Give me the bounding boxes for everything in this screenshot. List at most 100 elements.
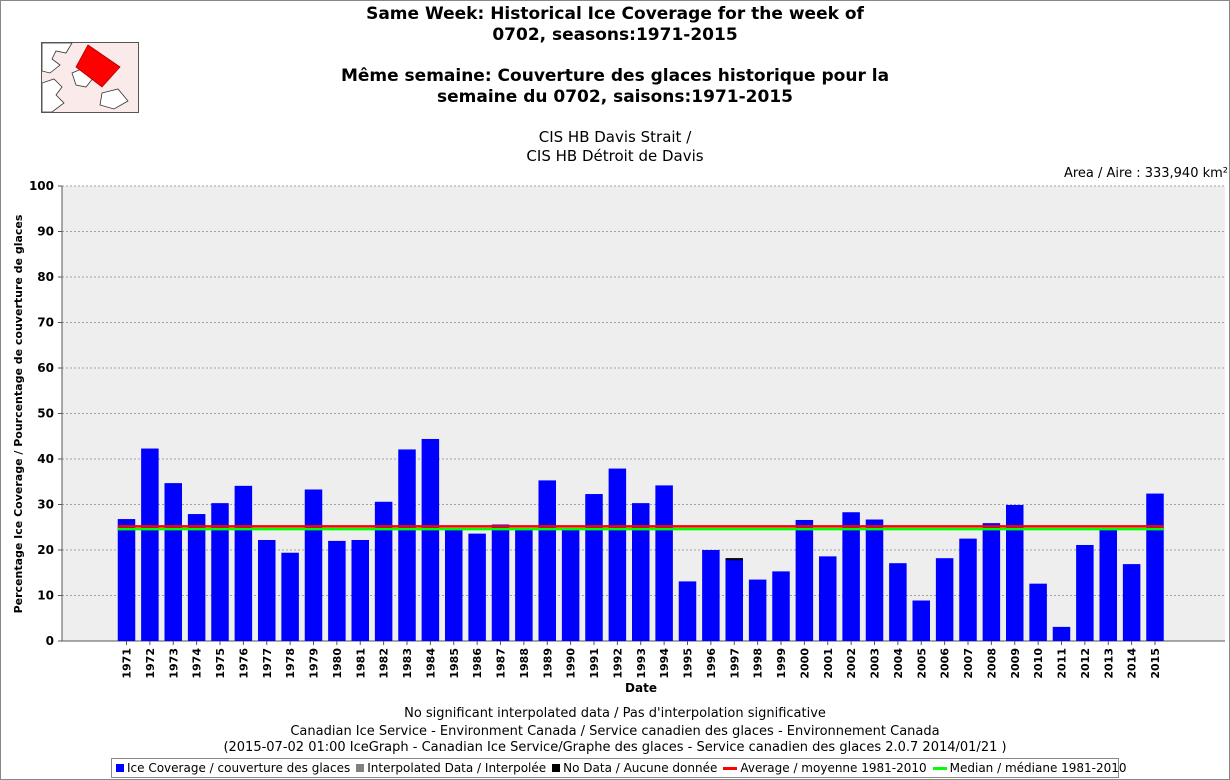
area-label: Area / Aire : 333,940 km² bbox=[1063, 166, 1228, 181]
x-axis: 1971 1972 1973 1974 1975 1976 1977 1978 1979 1980… bbox=[121, 641, 1162, 679]
no-data-marker bbox=[725, 558, 743, 561]
legend-item: Average / moyenne 1981-2010 bbox=[723, 761, 927, 775]
x-tick-label: 1974 bbox=[191, 648, 204, 679]
x-tick-label: 1995 bbox=[682, 648, 695, 679]
x-tick-label: 1991 bbox=[588, 648, 601, 679]
bar bbox=[281, 552, 299, 641]
x-tick-label: 1997 bbox=[728, 648, 741, 679]
bar bbox=[234, 485, 253, 641]
bar bbox=[561, 529, 580, 641]
bar bbox=[515, 528, 533, 641]
y-tick-label: 100 bbox=[29, 179, 54, 193]
bar bbox=[328, 540, 346, 641]
x-tick-label: 2000 bbox=[798, 648, 811, 679]
y-axis-label: Percentage Ice Coverage / Pourcentage de… bbox=[12, 214, 25, 613]
title-en-line2: 0702, seasons:1971-2015 bbox=[492, 25, 738, 45]
x-tick-label: 2011 bbox=[1056, 648, 1069, 679]
bar bbox=[842, 512, 860, 641]
title-fr-line1: Même semaine: Couverture des glaces hist… bbox=[340, 66, 890, 86]
x-tick-label: 2006 bbox=[939, 648, 952, 679]
reference-lines bbox=[117, 525, 1164, 531]
bar bbox=[187, 514, 206, 641]
x-tick-label: 2007 bbox=[962, 648, 975, 679]
x-tick-label: 1989 bbox=[541, 648, 554, 679]
bar bbox=[304, 489, 323, 641]
y-tick-label: 70 bbox=[37, 316, 54, 330]
y-tick-label: 20 bbox=[37, 543, 54, 557]
x-tick-label: 2008 bbox=[985, 648, 998, 679]
x-tick-label: 1978 bbox=[284, 648, 297, 679]
x-tick-label: 2004 bbox=[892, 648, 905, 679]
legend-box-swatch bbox=[356, 764, 365, 772]
x-tick-label: 1976 bbox=[237, 648, 250, 679]
x-tick-label: 1987 bbox=[495, 648, 508, 679]
x-tick-label: 1986 bbox=[471, 648, 484, 679]
x-tick-label: 1996 bbox=[705, 648, 718, 679]
x-tick-label: 2013 bbox=[1102, 648, 1115, 679]
bar bbox=[1146, 493, 1164, 641]
legend-item: No Data / Aucune donnée bbox=[552, 761, 717, 775]
bar bbox=[655, 485, 673, 641]
bar bbox=[421, 438, 440, 641]
bar bbox=[795, 519, 814, 641]
x-tick-label: 1992 bbox=[611, 648, 624, 679]
x-tick-label: 1973 bbox=[167, 648, 180, 679]
bar bbox=[608, 468, 627, 641]
legend-label: Interpolated Data / Interpolée bbox=[367, 761, 547, 775]
x-tick-label: 1981 bbox=[354, 648, 367, 679]
bar bbox=[982, 523, 1001, 641]
region-map-icon bbox=[42, 43, 129, 112]
bars bbox=[117, 438, 1164, 641]
bar bbox=[258, 539, 276, 641]
y-tick-label: 0 bbox=[46, 634, 54, 648]
title-fr-line2: semaine du 0702, saisons:1971-2015 bbox=[436, 87, 793, 107]
bar bbox=[959, 538, 977, 641]
legend-line-swatch bbox=[723, 766, 738, 770]
bar bbox=[1099, 529, 1117, 641]
bar bbox=[889, 563, 907, 641]
x-tick-label: 2003 bbox=[869, 648, 882, 679]
x-tick-label: 2002 bbox=[845, 648, 858, 679]
bar bbox=[678, 581, 697, 641]
x-tick-label: 1999 bbox=[775, 648, 788, 679]
legend-box-swatch bbox=[552, 764, 561, 772]
x-tick-label: 1982 bbox=[378, 648, 391, 679]
x-tick-label: 1994 bbox=[658, 648, 671, 679]
title-en-line1: Same Week: Historical Ice Coverage for t… bbox=[366, 4, 864, 24]
x-tick-label: 1975 bbox=[214, 648, 227, 679]
legend-box-swatch bbox=[116, 764, 124, 772]
legend-item: Interpolated Data / Interpolée bbox=[356, 761, 546, 775]
x-tick-label: 2009 bbox=[1009, 648, 1022, 679]
x-tick-label: 1980 bbox=[331, 648, 344, 679]
x-tick-label: 2014 bbox=[1126, 648, 1139, 679]
x-tick-label: 1979 bbox=[308, 648, 321, 679]
y-tick-label: 90 bbox=[37, 225, 54, 239]
y-tick-label: 80 bbox=[37, 270, 54, 284]
footer-line1: No significant interpolated data / Pas d… bbox=[404, 706, 826, 721]
x-tick-label: 1993 bbox=[635, 648, 648, 679]
x-tick-label: 2001 bbox=[822, 648, 835, 679]
bar bbox=[1076, 544, 1094, 641]
footer-line3: (2015-07-02 01:00 IceGraph - Canadian Ic… bbox=[223, 740, 1007, 755]
x-tick-label: 1998 bbox=[752, 648, 765, 679]
bar bbox=[351, 539, 369, 641]
region-line2: CIS HB Détroit de Davis bbox=[526, 147, 704, 165]
x-tick-label: 1971 bbox=[121, 648, 134, 679]
x-tick-label: 1972 bbox=[144, 648, 157, 679]
chart-legend: Ice Coverage / couverture des glaces Inte… bbox=[111, 758, 1127, 778]
bar bbox=[865, 519, 884, 641]
x-tick-label: 2015 bbox=[1149, 648, 1162, 679]
bar bbox=[632, 503, 650, 641]
bar bbox=[772, 571, 790, 641]
bar bbox=[468, 533, 486, 641]
bar bbox=[374, 501, 393, 641]
bar bbox=[1006, 504, 1024, 641]
y-tick-label: 50 bbox=[37, 407, 54, 421]
bar bbox=[585, 494, 603, 641]
bar bbox=[141, 448, 159, 641]
x-axis-label: Date bbox=[625, 681, 657, 695]
x-tick-label: 1988 bbox=[518, 648, 531, 679]
bar bbox=[1122, 564, 1141, 641]
legend-label: Ice Coverage / couverture des glaces bbox=[127, 761, 351, 775]
